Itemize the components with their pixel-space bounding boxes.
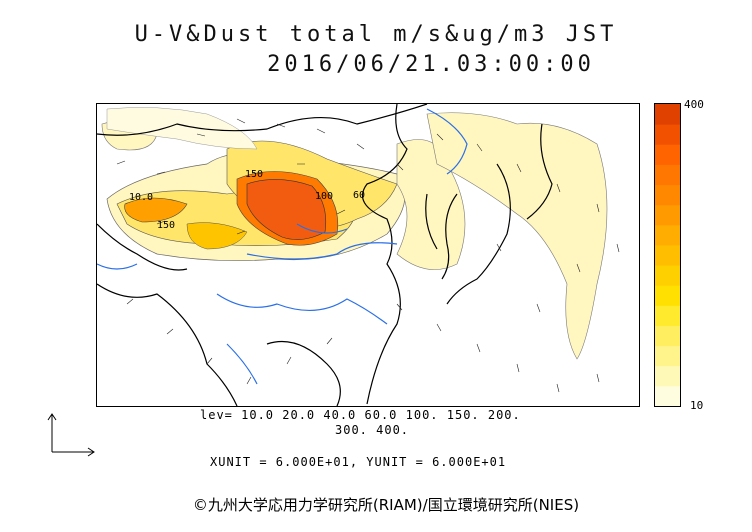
color-bar-segment bbox=[655, 385, 680, 407]
coastlines bbox=[97, 104, 553, 406]
color-bar-segment bbox=[655, 204, 680, 226]
colorbar-max-label: 400 bbox=[684, 98, 704, 111]
contour-levels-line2: 300. 400. bbox=[335, 423, 410, 437]
color-bar-segment bbox=[655, 184, 680, 206]
contour-label: 150 bbox=[245, 169, 263, 180]
color-bar-svg bbox=[655, 104, 680, 407]
map-title: U-V&Dust total m/s&ug/m3 JST bbox=[134, 22, 618, 47]
color-bar-segment bbox=[655, 124, 680, 145]
contour-levels-line1: lev= 10.0 20.0 40.0 60.0 100. 150. 200. bbox=[200, 408, 521, 422]
copyright-credit: ©九州大学応用力学研究所(RIAM)/国立環境研究所(NIES) bbox=[192, 496, 580, 514]
unit-scale: XUNIT = 6.000E+01, YUNIT = 6.000E+01 bbox=[210, 455, 507, 469]
color-bar-segment bbox=[655, 305, 680, 326]
color-bar-segment bbox=[655, 325, 680, 347]
contour-label: 150 bbox=[157, 220, 175, 231]
color-bar-segment bbox=[655, 144, 680, 165]
color-bar bbox=[654, 103, 681, 407]
color-bar-segment bbox=[655, 365, 680, 387]
color-bar-segment bbox=[655, 224, 680, 246]
dust-map: 10.0 150 150 100 60 bbox=[96, 103, 640, 407]
wind-vectors bbox=[116, 118, 620, 393]
dust-field bbox=[101, 107, 608, 360]
color-bar-segment bbox=[655, 265, 680, 286]
color-bar-segment bbox=[655, 285, 680, 306]
color-bar-segment bbox=[655, 244, 680, 266]
reference-axes-icon bbox=[47, 413, 95, 457]
contour-label: 10.0 bbox=[129, 192, 153, 203]
contour-label: 100 bbox=[315, 191, 333, 202]
color-bar-segment bbox=[655, 164, 680, 186]
rivers bbox=[97, 108, 468, 385]
colorbar-min-label: 10 bbox=[690, 399, 704, 412]
map-datetime: 2016/06/21.03:00:00 bbox=[267, 52, 595, 77]
map-canvas: 10.0 150 150 100 60 bbox=[97, 104, 620, 406]
color-bar-segment bbox=[655, 104, 680, 125]
color-bar-segment bbox=[655, 345, 680, 367]
contour-label: 60 bbox=[353, 190, 365, 201]
